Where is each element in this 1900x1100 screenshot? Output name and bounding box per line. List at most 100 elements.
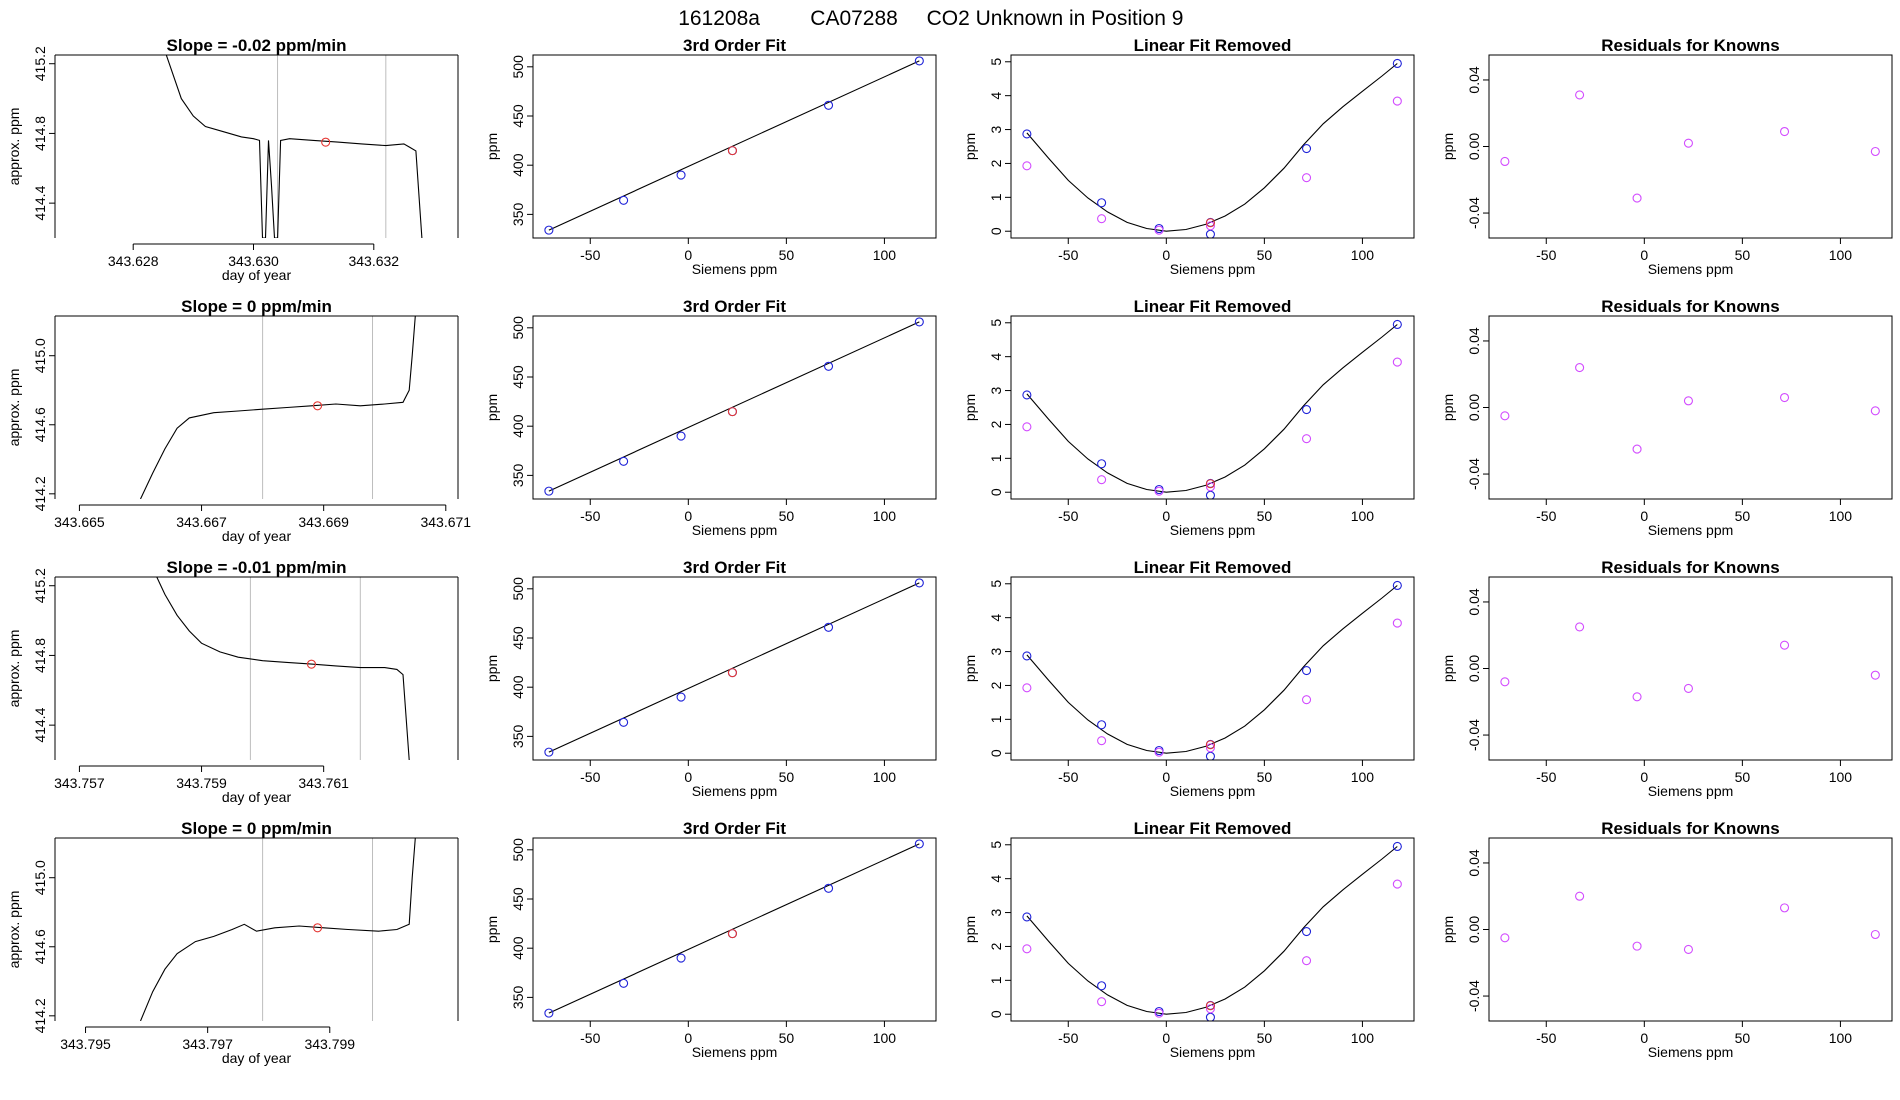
residual-point [1633, 194, 1641, 202]
y-axis-label: ppm [962, 916, 978, 943]
residual-point [1023, 684, 1031, 692]
unknown-point [728, 408, 736, 416]
y-tick-label: 350 [510, 202, 526, 226]
x-tick-label: -50 [1058, 1030, 1078, 1046]
y-axis-label: approx. ppm [6, 630, 22, 708]
fit-line [549, 844, 919, 1013]
x-axis-label: Siemens ppm [1648, 261, 1734, 277]
standard-point [677, 693, 685, 701]
y-tick-label: 0.04 [1466, 327, 1482, 354]
residual-point [1576, 91, 1584, 99]
plot-frame [1011, 838, 1414, 1021]
x-tick-label: 100 [1351, 769, 1375, 785]
y-tick-label: 414.8 [32, 116, 48, 151]
figure: 161208a CA07288 CO2 Unknown in Position … [0, 0, 1900, 1100]
residual-point [1098, 737, 1106, 745]
panel-title: 3rd Order Fit [683, 819, 786, 838]
residual-point [1576, 892, 1584, 900]
x-axis-label: Siemens ppm [1170, 261, 1256, 277]
y-tick-label: 415.0 [32, 860, 48, 895]
plot-frame [533, 55, 936, 238]
plot-frame [1011, 577, 1414, 760]
y-tick-label: 5 [988, 841, 1004, 849]
panel-r0-c2: Linear Fit Removed -50 0 50 100 0 1 2 3 4 5 Siemens… [962, 36, 1414, 277]
unknown-point [728, 930, 736, 938]
panel-r2-c2: Linear Fit Removed -50 0 50 100 0 1 2 3 4 5 Siemens… [962, 558, 1414, 799]
unknown-point [728, 669, 736, 677]
plot-area [1023, 842, 1401, 1021]
concentration-trace [141, 838, 416, 1021]
panel-r0-c3: Residuals for Knowns-50 0 50 100-0.040.000.… [1440, 36, 1892, 277]
y-tick-label: 350 [510, 985, 526, 1009]
x-tick-label: -50 [1058, 508, 1078, 524]
y-tick-label: 415.0 [32, 338, 48, 373]
x-tick-label: 100 [873, 1030, 897, 1046]
residual-point [1781, 641, 1789, 649]
fit-curve [1027, 64, 1397, 232]
panel-title: Slope = -0.01 ppm/min [167, 558, 347, 577]
panel-title: Linear Fit Removed [1134, 558, 1292, 577]
standard-point [620, 196, 628, 204]
y-tick-label: 0.04 [1466, 849, 1482, 876]
position-description: CO2 Unknown in Position 9 [927, 7, 1184, 30]
x-tick-label: 50 [1735, 1030, 1751, 1046]
x-tick-label: 100 [1829, 508, 1853, 524]
plot-frame [1011, 55, 1414, 238]
y-tick-label: 414.8 [32, 638, 48, 673]
residual-point [1633, 942, 1641, 950]
x-tick-label: 50 [1257, 508, 1273, 524]
plot-frame [533, 838, 936, 1021]
x-axis-label: Siemens ppm [1170, 522, 1256, 538]
residual-point [1393, 880, 1401, 888]
residual-point [1501, 157, 1509, 165]
y-tick-label: -0.04 [1466, 197, 1482, 229]
residual-point [1023, 162, 1031, 170]
x-axis-label: day of year [222, 1050, 292, 1066]
fit-line [549, 583, 919, 752]
y-tick-label: 1 [988, 454, 1004, 462]
y-tick-label: 400 [510, 675, 526, 699]
residual-point [1633, 693, 1641, 701]
y-tick-label: 0.04 [1466, 588, 1482, 615]
x-tick-label: 100 [1829, 1030, 1853, 1046]
panel-title: Residuals for Knowns [1601, 36, 1780, 55]
panel-r3-c0: Slope = 0 ppm/min343.795 343.797 343.79941… [6, 819, 458, 1066]
y-axis-label: ppm [1440, 655, 1456, 682]
fit-curve [1027, 847, 1397, 1015]
panel-r1-c1: 3rd Order Fit-50 0 50 100350400450500Siemen… [484, 297, 936, 538]
standard-point [620, 979, 628, 987]
y-tick-label: 5 [988, 319, 1004, 327]
standard-point [1206, 752, 1214, 760]
panel-title: Residuals for Knowns [1601, 558, 1780, 577]
y-tick-label: 350 [510, 724, 526, 748]
x-tick-label: 100 [1351, 247, 1375, 263]
plot-area [1501, 364, 1879, 454]
residual-point [1684, 139, 1692, 147]
y-axis-label: approx. ppm [6, 369, 22, 447]
x-tick-label: 343.669 [298, 514, 349, 530]
y-tick-label: 414.4 [32, 185, 48, 220]
standard-point [1303, 667, 1311, 675]
y-tick-label: 400 [510, 414, 526, 438]
plot-area [1501, 623, 1879, 701]
y-tick-label: 1 [988, 715, 1004, 723]
y-tick-label: -0.04 [1466, 719, 1482, 751]
standard-point [1393, 320, 1401, 328]
y-tick-label: 1 [988, 976, 1004, 984]
standard-point [1393, 581, 1401, 589]
figure-title: 161208a CA07288 CO2 Unknown in Position … [678, 7, 1183, 30]
x-tick-label: 343.759 [176, 775, 227, 791]
residual-point [1023, 423, 1031, 431]
residual-point [1633, 445, 1641, 453]
y-tick-label: 2 [988, 681, 1004, 689]
residual-point [1303, 957, 1311, 965]
plot-area [157, 29, 422, 238]
x-axis-label: Siemens ppm [692, 522, 778, 538]
x-axis-label: Siemens ppm [1648, 1044, 1734, 1060]
y-axis-label: ppm [962, 394, 978, 421]
x-axis-label: day of year [222, 789, 292, 805]
residual-point [1576, 623, 1584, 631]
standard-point [1023, 130, 1031, 138]
x-tick-label: 50 [1735, 508, 1751, 524]
fit-curve [1027, 325, 1397, 493]
